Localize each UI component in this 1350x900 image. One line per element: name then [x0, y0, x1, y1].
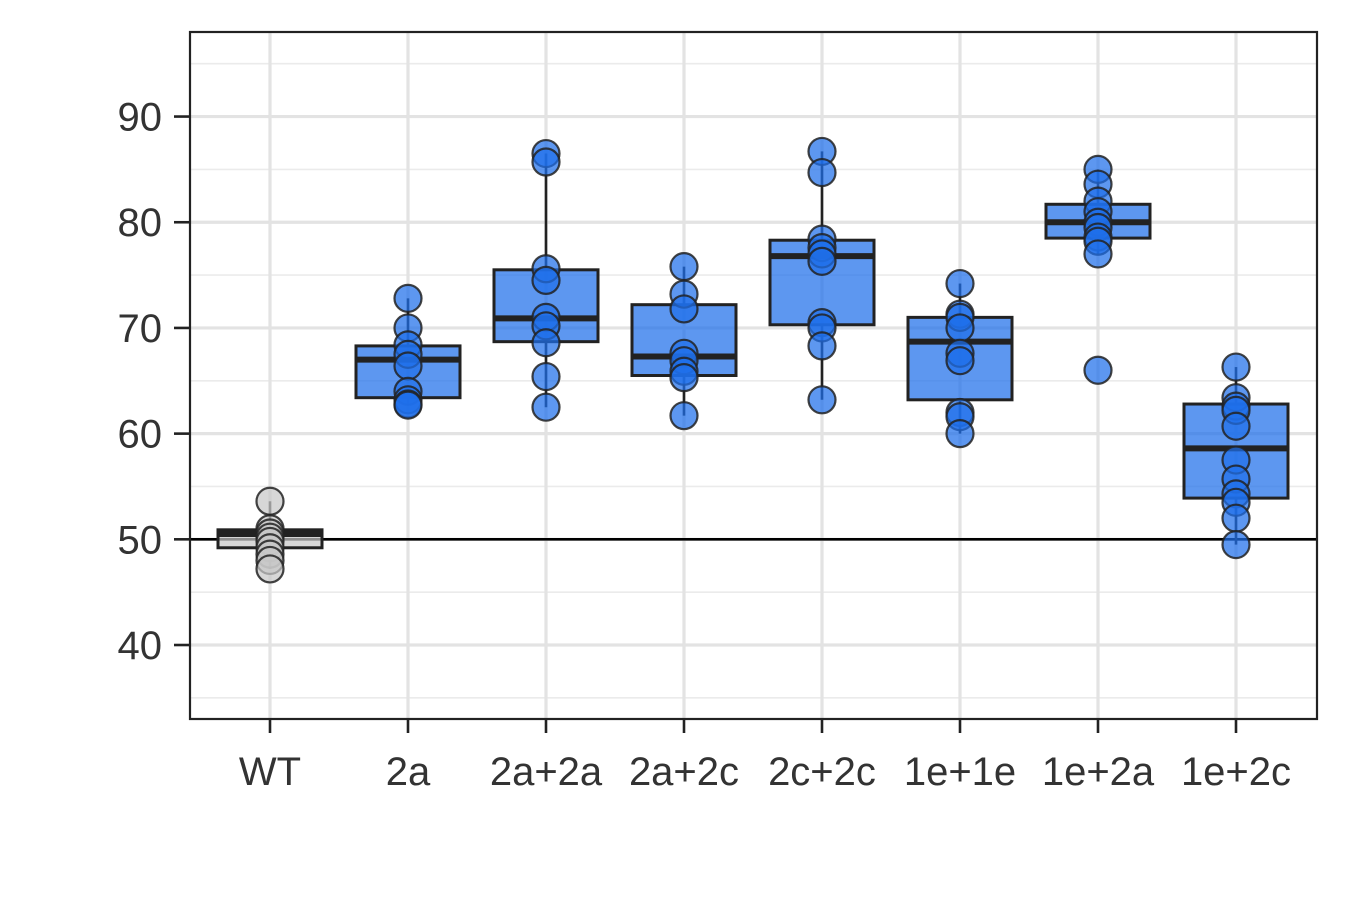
data-point: [531, 265, 561, 295]
data-point: [945, 268, 975, 299]
y-tick-label: 40: [118, 624, 163, 668]
data-point: [255, 486, 285, 516]
y-tick-label: 60: [118, 413, 163, 457]
data-point: [1221, 503, 1251, 533]
box-group-WT: [216, 486, 324, 584]
data-point: [945, 346, 975, 376]
x-tick-label: WT: [239, 750, 301, 794]
data-point: [945, 419, 975, 449]
data-point: [669, 252, 699, 282]
plot-border: [188, 30, 1319, 721]
data-point: [393, 390, 423, 420]
y-tick-label: 90: [118, 96, 163, 140]
y-tick-label: 70: [118, 307, 163, 351]
data-point: [255, 554, 285, 584]
data-point: [807, 246, 837, 276]
x-tick-label: 1e+2a: [1042, 750, 1155, 794]
data-point: [807, 331, 837, 361]
x-tick-label: 1e+2c: [1181, 750, 1291, 794]
data-point: [531, 328, 561, 358]
data-point: [945, 313, 975, 343]
axes-layer: 40 50 60 70 80 90 WT 2a 2a+2a 2a+2c 2c+2c 1e+1e 1e+2…: [118, 96, 1292, 794]
data-point: [1083, 355, 1113, 385]
data-point: [531, 392, 561, 422]
x-tick-label: 2a+2c: [629, 750, 739, 794]
data-point: [1221, 352, 1251, 382]
y-tick-label: 50: [118, 518, 163, 562]
data-point: [531, 361, 561, 392]
box-group-2a-plus-2a: [492, 138, 600, 422]
boxes-layer: [216, 136, 1290, 584]
x-tick-label: 1e+1e: [904, 750, 1016, 794]
x-tick-label: 2c+2c: [768, 750, 876, 794]
data-point: [1221, 530, 1251, 560]
data-point: [669, 363, 699, 393]
data-point: [393, 351, 423, 381]
box-group-2a: [354, 283, 462, 420]
data-point: [531, 147, 561, 177]
box-group-1e-plus-2a: [1044, 154, 1152, 385]
data-point: [807, 157, 837, 188]
data-point: [393, 283, 423, 313]
data-point: [669, 294, 699, 324]
box-group-2a-plus-2c: [630, 252, 738, 431]
x-tick-label: 2a+2a: [490, 750, 603, 794]
data-point: [1221, 411, 1251, 441]
box-group-2c-plus-2c: [768, 136, 876, 415]
data-point: [1083, 239, 1113, 269]
y-tick-label: 80: [118, 201, 163, 245]
data-point: [669, 401, 699, 431]
x-tick-label: 2a: [386, 750, 431, 794]
box-group-1e-plus-1e: [906, 268, 1014, 449]
box-group-1e-plus-2c: [1182, 352, 1290, 560]
data-point: [807, 385, 837, 415]
